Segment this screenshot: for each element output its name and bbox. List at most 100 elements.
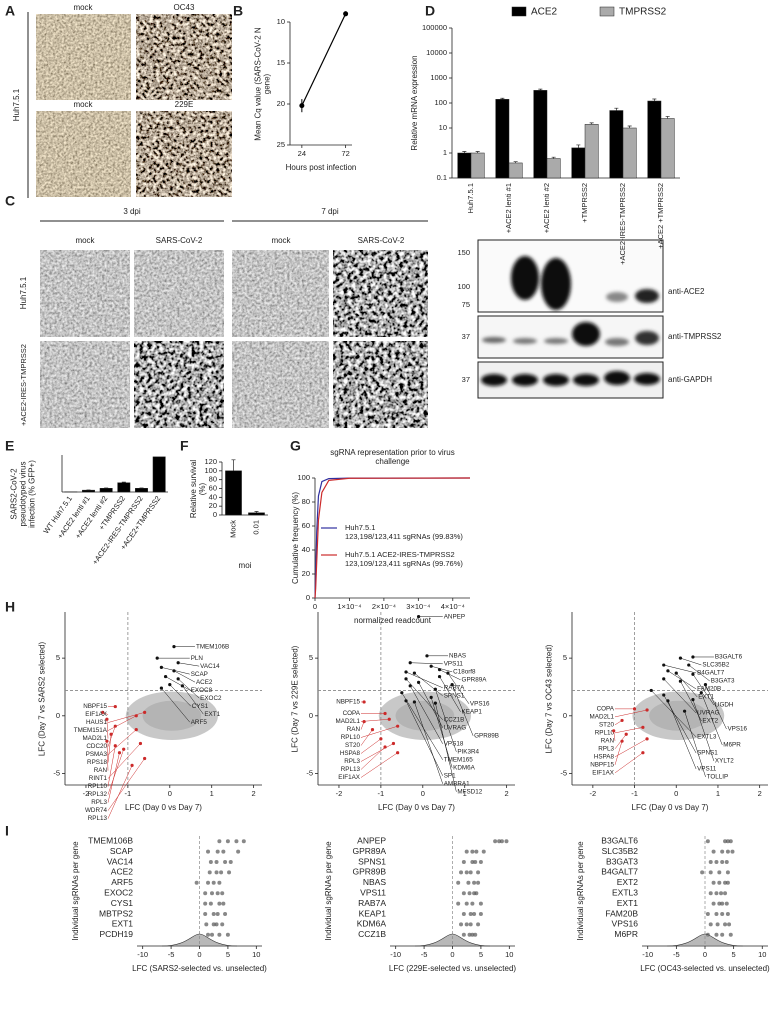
leader-line (360, 729, 373, 746)
gene-label: VPS11 (360, 887, 386, 897)
point-label: RPS18 (87, 759, 107, 766)
sgrna-point (215, 912, 220, 916)
category-label: Huh7.5.1 (466, 183, 475, 213)
y-tick-label: 25 (277, 140, 285, 149)
gene-label: KDM6A (357, 919, 387, 929)
band (572, 322, 600, 346)
sgrna-point (223, 912, 228, 916)
sgrna-point (470, 901, 475, 906)
leader-line (107, 743, 141, 779)
x-tick-label: 2×10⁻⁴ (372, 602, 396, 611)
point-label: NBAS (449, 652, 466, 659)
point-label: RAN (347, 726, 361, 733)
image-label: mock (73, 3, 93, 12)
leader-line (360, 743, 394, 762)
point (612, 729, 616, 733)
y-tick-label: 1000 (430, 73, 447, 82)
timepoint-label: 7 dpi (321, 207, 339, 216)
panel-letter: H (5, 599, 15, 615)
category-label: +ACE2-IRES-TMPRSS2 (618, 183, 627, 265)
point-label: RPL3 (91, 799, 107, 806)
point-label: EXTL3 (697, 734, 717, 741)
point (383, 711, 387, 716)
point (446, 671, 450, 675)
mw-marker: 100 (457, 282, 470, 291)
leader-line (360, 738, 382, 754)
bar (584, 124, 599, 179)
axis-label: LFC (Day 7 vs SARS2 selected) (36, 641, 46, 756)
sgrna-point (472, 880, 477, 885)
sgrna-point (456, 901, 461, 906)
y-tick-label: 5 (309, 653, 313, 662)
row-label: +ACE2-IRES-TMPRSS2 (19, 344, 28, 426)
x-tick-label: 0 (421, 789, 425, 798)
gene-label: CCZ1B (358, 929, 386, 939)
sgrna-point (211, 880, 216, 885)
sgrna-point (499, 839, 504, 844)
blot-panel (477, 239, 664, 313)
sgrna-point (206, 932, 211, 937)
point (433, 687, 437, 691)
sgrna-point (464, 922, 469, 927)
point-label: EXT1 (698, 694, 714, 701)
leader-line (360, 725, 398, 738)
leader-line (614, 741, 623, 765)
mw-marker: 37 (462, 332, 470, 341)
point (691, 672, 695, 676)
leader-line (169, 684, 191, 707)
point (155, 656, 159, 660)
axis-label: normalized readcount (354, 615, 431, 625)
point (113, 744, 117, 748)
axis-label: moi (238, 560, 252, 570)
sgrna-point (720, 932, 725, 937)
sgrna-point (715, 922, 720, 927)
point-label: ST20 (345, 742, 361, 749)
leader-line (651, 690, 697, 738)
y-tick-label: 5 (56, 653, 60, 662)
antibody-label: anti-ACE2 (668, 287, 705, 296)
sgrna-point (219, 870, 224, 875)
background-cloud (395, 700, 455, 731)
sgrna-point (214, 922, 219, 927)
point (138, 741, 143, 746)
sgrna-point (234, 839, 239, 844)
y-tick-label: 120 (204, 457, 217, 466)
leader-line (106, 741, 109, 771)
x-tick-label: 3×10⁻⁴ (406, 602, 430, 611)
point-label: WDR74 (85, 807, 108, 814)
point-label: EXT1 (204, 711, 220, 718)
y-tick-label: 20 (302, 569, 310, 578)
point (620, 739, 624, 743)
point (425, 654, 429, 658)
bar (457, 152, 472, 179)
sgrna-point (467, 891, 472, 896)
gene-label: EXT2 (617, 877, 639, 887)
sgrna-point (481, 849, 486, 854)
point (408, 661, 412, 665)
error-bar (589, 122, 594, 125)
bar (99, 488, 113, 493)
point-label: GPR89A (462, 676, 488, 683)
sgrna-point (464, 870, 469, 875)
point (433, 701, 437, 705)
error-bar (665, 116, 670, 119)
leader-line (107, 729, 137, 755)
sgrna-point (470, 932, 475, 937)
micrograph (136, 111, 232, 197)
point-label: SPNS1 (444, 692, 465, 699)
point-label: TMEM165 (444, 756, 474, 763)
point-label: SLC35B2 (702, 662, 729, 669)
point-label: CYS1 (192, 703, 209, 710)
sgrna-point (714, 912, 719, 916)
sgrna-point (215, 891, 220, 896)
leader-line (173, 670, 196, 683)
bar (533, 90, 548, 179)
sgrna-point (459, 870, 464, 875)
category-label: +ACE2 lenti #1 (504, 183, 513, 233)
leader-line (688, 664, 710, 682)
sgrna-point (210, 891, 214, 896)
point (678, 679, 683, 683)
sgrna-point (468, 870, 473, 875)
x-tick-label: -2 (590, 789, 597, 798)
